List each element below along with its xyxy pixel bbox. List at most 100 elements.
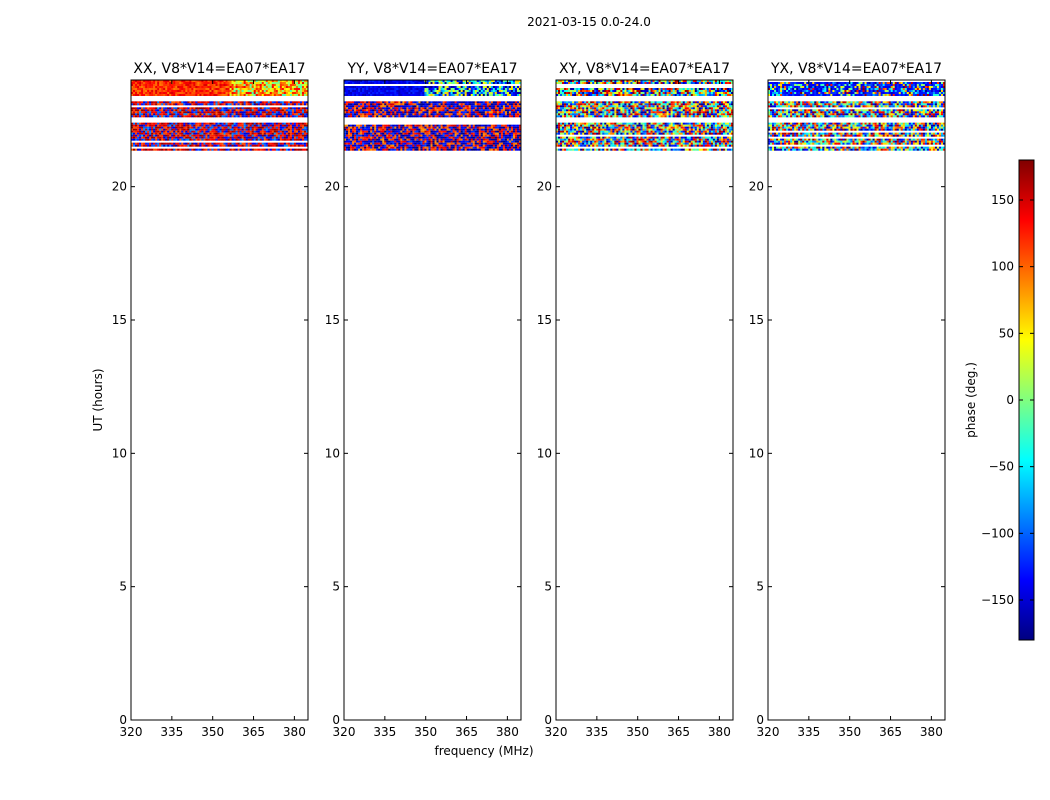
heat-cell xyxy=(516,101,520,104)
heat-cell xyxy=(137,90,140,92)
heat-cell xyxy=(444,103,447,106)
heat-cell xyxy=(261,88,265,90)
heat-cell xyxy=(141,82,144,84)
heat-cell xyxy=(386,94,389,96)
heat-cell xyxy=(159,128,162,131)
heat-cell xyxy=(249,86,252,88)
heat-cell xyxy=(374,90,377,92)
heat-cell xyxy=(177,115,180,118)
heat-cell xyxy=(396,126,399,129)
heat-cell xyxy=(490,86,494,88)
heat-cell xyxy=(418,80,421,82)
heat-cell xyxy=(378,134,381,137)
heat-cell xyxy=(514,134,518,137)
heat-cell xyxy=(398,134,401,137)
heat-cell xyxy=(285,128,289,131)
heat-cell xyxy=(386,86,389,88)
heat-cell xyxy=(420,134,423,137)
heat-cell xyxy=(416,107,419,110)
heat-cell xyxy=(209,101,212,104)
heat-cell xyxy=(271,80,275,82)
heat-cell xyxy=(464,92,467,94)
heat-cell xyxy=(368,105,371,108)
heat-cell xyxy=(287,101,291,104)
heat-cell xyxy=(486,80,490,82)
heat-cell xyxy=(516,90,520,92)
heat-cell xyxy=(476,115,480,118)
heat-cell xyxy=(291,124,295,127)
heat-cell xyxy=(139,142,142,145)
heat-cell xyxy=(362,136,365,139)
heat-cell xyxy=(490,132,494,135)
heat-cell xyxy=(518,80,522,82)
heat-cell xyxy=(516,130,520,133)
heat-cell xyxy=(293,115,297,118)
heat-cell xyxy=(370,140,373,143)
heat-cell xyxy=(299,101,303,104)
heat-cell xyxy=(480,92,484,94)
heat-cell xyxy=(179,101,182,104)
heat-cell xyxy=(267,92,271,94)
heat-cell xyxy=(366,86,369,88)
heat-cell xyxy=(239,122,242,125)
heat-cell xyxy=(133,90,136,92)
heat-cell xyxy=(277,103,281,106)
heat-cell xyxy=(414,115,417,118)
heat-cell xyxy=(452,124,455,127)
heat-cell xyxy=(366,103,369,106)
heat-cell xyxy=(273,144,277,147)
heat-cell xyxy=(131,122,134,125)
heat-cell xyxy=(231,80,234,82)
heat-cell xyxy=(378,124,381,127)
heat-cell xyxy=(376,130,379,133)
heat-cell xyxy=(133,132,136,135)
heat-cell xyxy=(231,130,234,133)
heat-cell xyxy=(241,115,244,118)
heat-cell xyxy=(225,101,228,104)
heat-cell xyxy=(135,109,138,112)
heat-cell xyxy=(215,107,218,110)
heat-cell xyxy=(440,124,443,127)
heat-cell xyxy=(434,144,437,147)
heat-cell xyxy=(247,113,250,116)
heat-cell xyxy=(444,90,447,92)
heat-cell xyxy=(169,90,172,92)
heat-cell xyxy=(344,132,347,135)
heat-cell xyxy=(275,113,279,116)
heat-cell xyxy=(476,146,480,149)
heat-cell xyxy=(456,80,459,82)
heat-cell xyxy=(424,132,427,135)
heat-cell xyxy=(366,142,369,145)
heat-cell xyxy=(346,101,349,104)
heat-cell xyxy=(430,140,433,143)
heat-cell xyxy=(392,126,395,129)
heat-cell xyxy=(149,130,152,133)
heat-cell xyxy=(297,148,301,151)
heat-cell xyxy=(384,80,387,82)
heat-cell xyxy=(462,113,465,116)
heat-cell xyxy=(432,128,435,131)
heat-cell xyxy=(480,115,484,118)
heat-cell xyxy=(181,82,184,84)
heat-cell xyxy=(137,84,140,86)
heat-cell xyxy=(213,142,216,145)
heat-cell xyxy=(263,82,267,84)
heat-cell xyxy=(283,109,287,112)
heat-cell xyxy=(195,92,198,94)
heat-cell xyxy=(289,138,293,141)
heat-cell xyxy=(404,92,407,94)
heat-cell xyxy=(426,148,429,151)
heat-cell xyxy=(191,134,194,137)
heat-cell xyxy=(221,92,224,94)
heat-cell xyxy=(410,107,413,110)
heat-cell xyxy=(402,136,405,139)
heat-cell xyxy=(251,148,254,151)
heat-cell xyxy=(199,92,202,94)
heat-cell xyxy=(464,88,467,90)
heat-cell xyxy=(422,94,425,96)
heat-cell xyxy=(350,115,353,118)
heat-cell xyxy=(305,130,309,133)
heat-cell xyxy=(195,115,198,118)
heat-cell xyxy=(255,136,259,139)
heat-cell xyxy=(157,111,160,114)
